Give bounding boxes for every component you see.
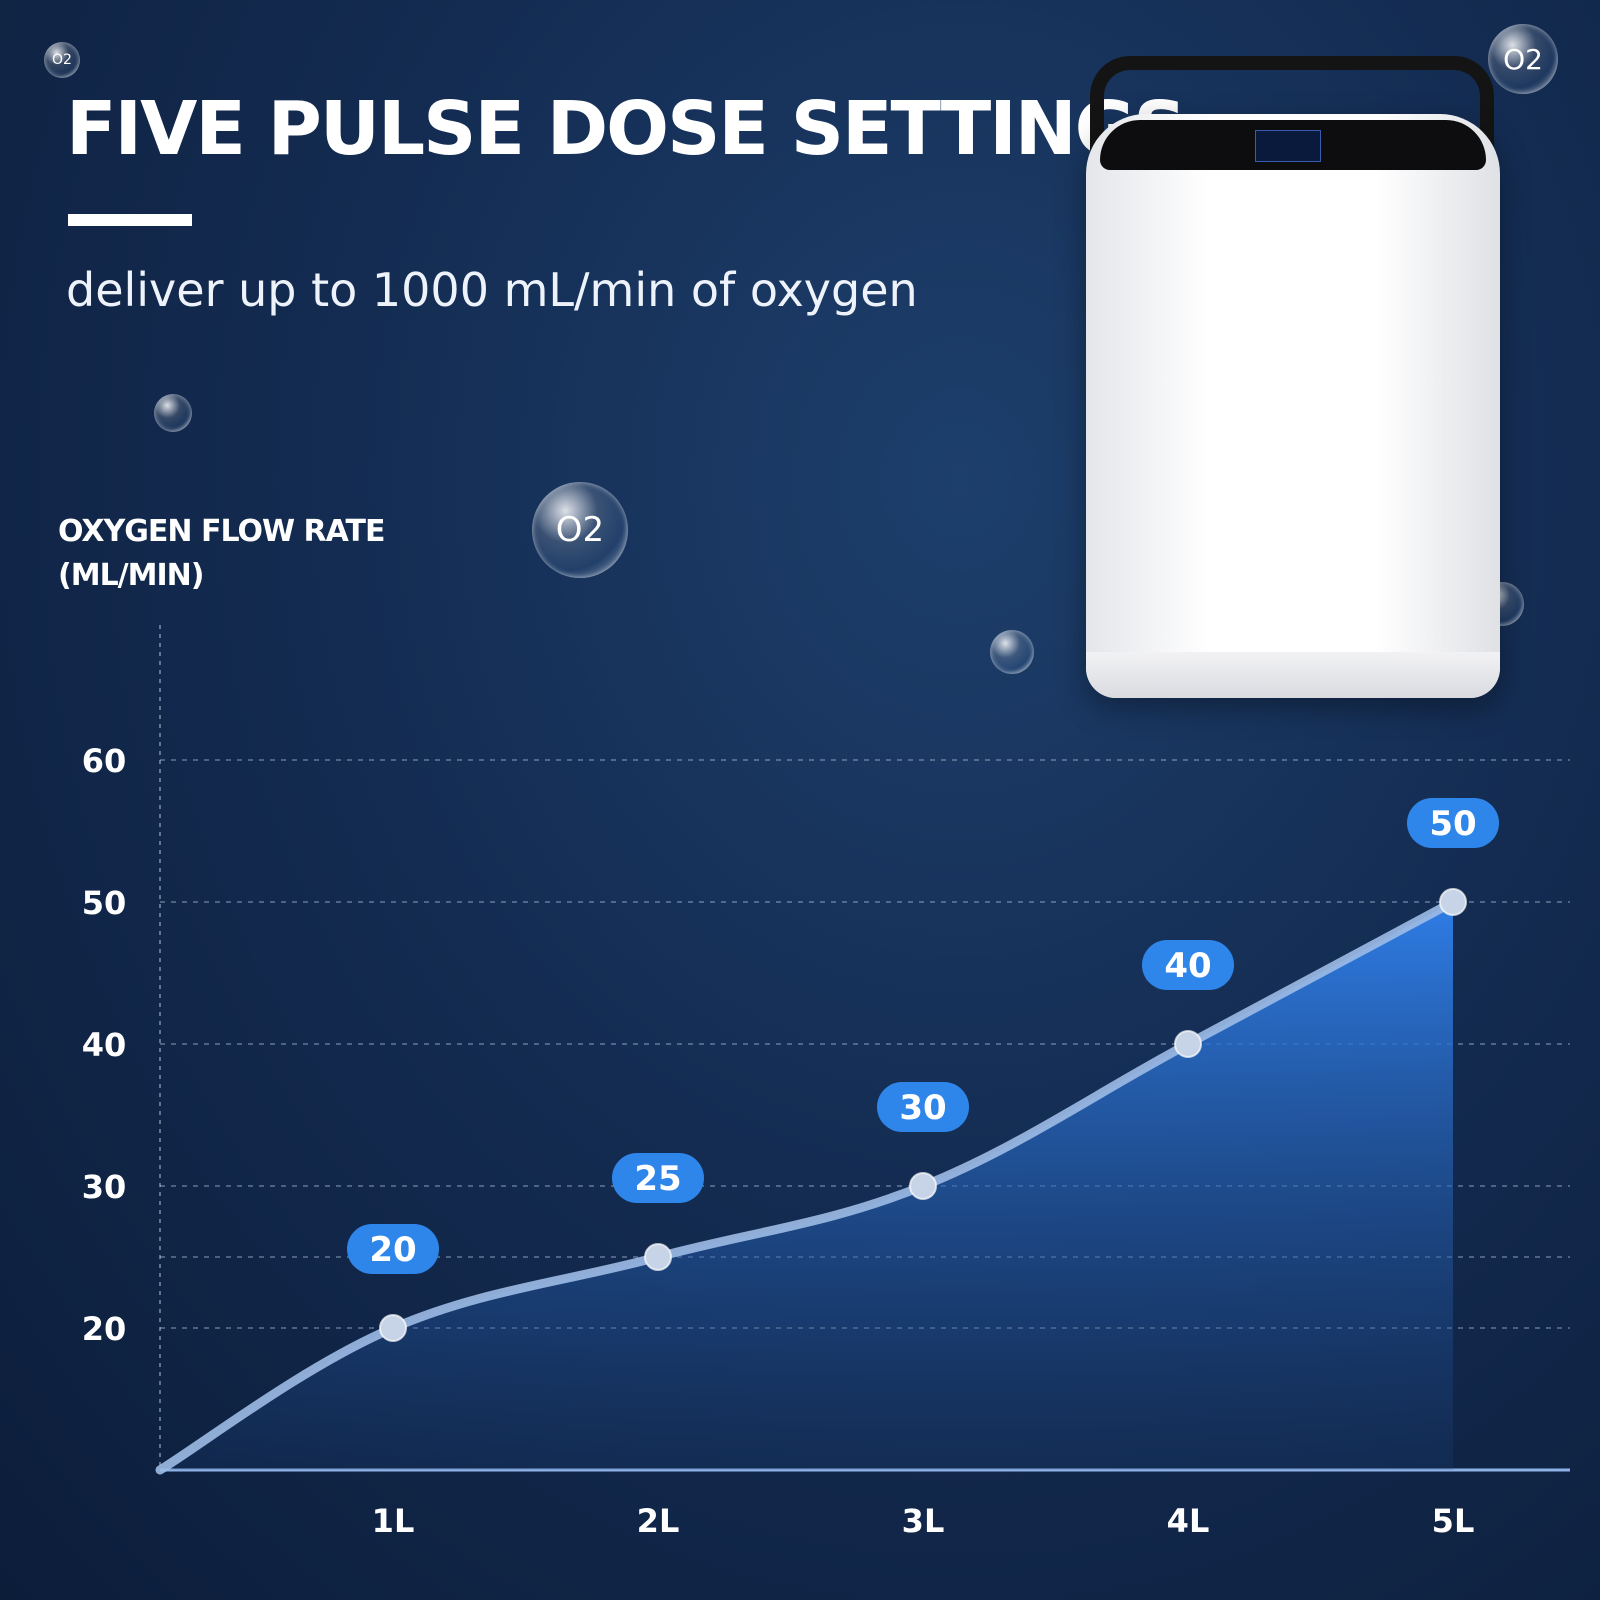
data-label-badge [347,1224,439,1274]
data-point [644,1243,672,1271]
device-control-panel [1100,120,1486,170]
title-underline [68,214,192,226]
data-point [1439,888,1467,916]
page-title: FIVE PULSE DOSE SETTINGS [66,86,1187,172]
data-label-badge [1407,798,1499,848]
data-label: 30 [899,1088,946,1128]
y-tick-label: 50 [82,884,127,922]
data-point [379,1314,407,1342]
o2-bubble-label: O2 [555,510,605,550]
device-display [1255,130,1321,162]
data-label: 50 [1429,804,1476,844]
y-axis-label: OXYGEN FLOW RATE (ML/MIN) [58,510,385,598]
o2-bubble-label: O2 [1503,42,1543,76]
data-label-badge [612,1153,704,1203]
x-tick-label: 2L [637,1502,680,1540]
x-tick-labels: 1L 2L 3L 4L 5L [372,1502,1475,1540]
y-tick-label: 40 [82,1026,127,1064]
data-point [1174,1030,1202,1058]
data-label: 40 [1164,946,1211,986]
data-label: 20 [369,1230,416,1270]
y-tick-label: 20 [82,1310,127,1348]
o2-bubble-icon: O2 [532,482,628,578]
x-tick-label: 5L [1432,1502,1475,1540]
y-tick-label: 60 [82,742,127,780]
y-axis-label-line2: (ML/MIN) [58,558,204,593]
x-tick-label: 3L [902,1502,945,1540]
y-tick-labels: 20 30 40 50 60 [82,742,127,1348]
data-points [379,888,1467,1342]
page-subtitle: deliver up to 1000 mL/min of oxygen [66,263,918,317]
device-base [1086,652,1500,698]
o2-bubble-icon: O2 [44,42,80,78]
o2-bubble-icon: O2 [1488,24,1558,94]
area-series [155,897,1458,1475]
data-label-badge [877,1082,969,1132]
area-fill [160,902,1453,1470]
data-point [909,1172,937,1200]
series-line [155,897,1458,1475]
device-body [1086,114,1500,698]
y-axis-label-line1: OXYGEN FLOW RATE [58,514,385,549]
x-tick-label: 1L [372,1502,415,1540]
data-label-badge [1142,940,1234,990]
o2-bubble-label: O2 [52,52,72,68]
oxygen-concentrator-icon [1086,56,1500,698]
data-label: 25 [634,1159,681,1199]
y-tick-label: 30 [82,1168,127,1206]
data-labels: 20 25 30 40 50 [347,798,1499,1274]
x-tick-label: 4L [1167,1502,1210,1540]
bubble-icon [154,394,192,432]
bubble-icon [990,630,1034,674]
